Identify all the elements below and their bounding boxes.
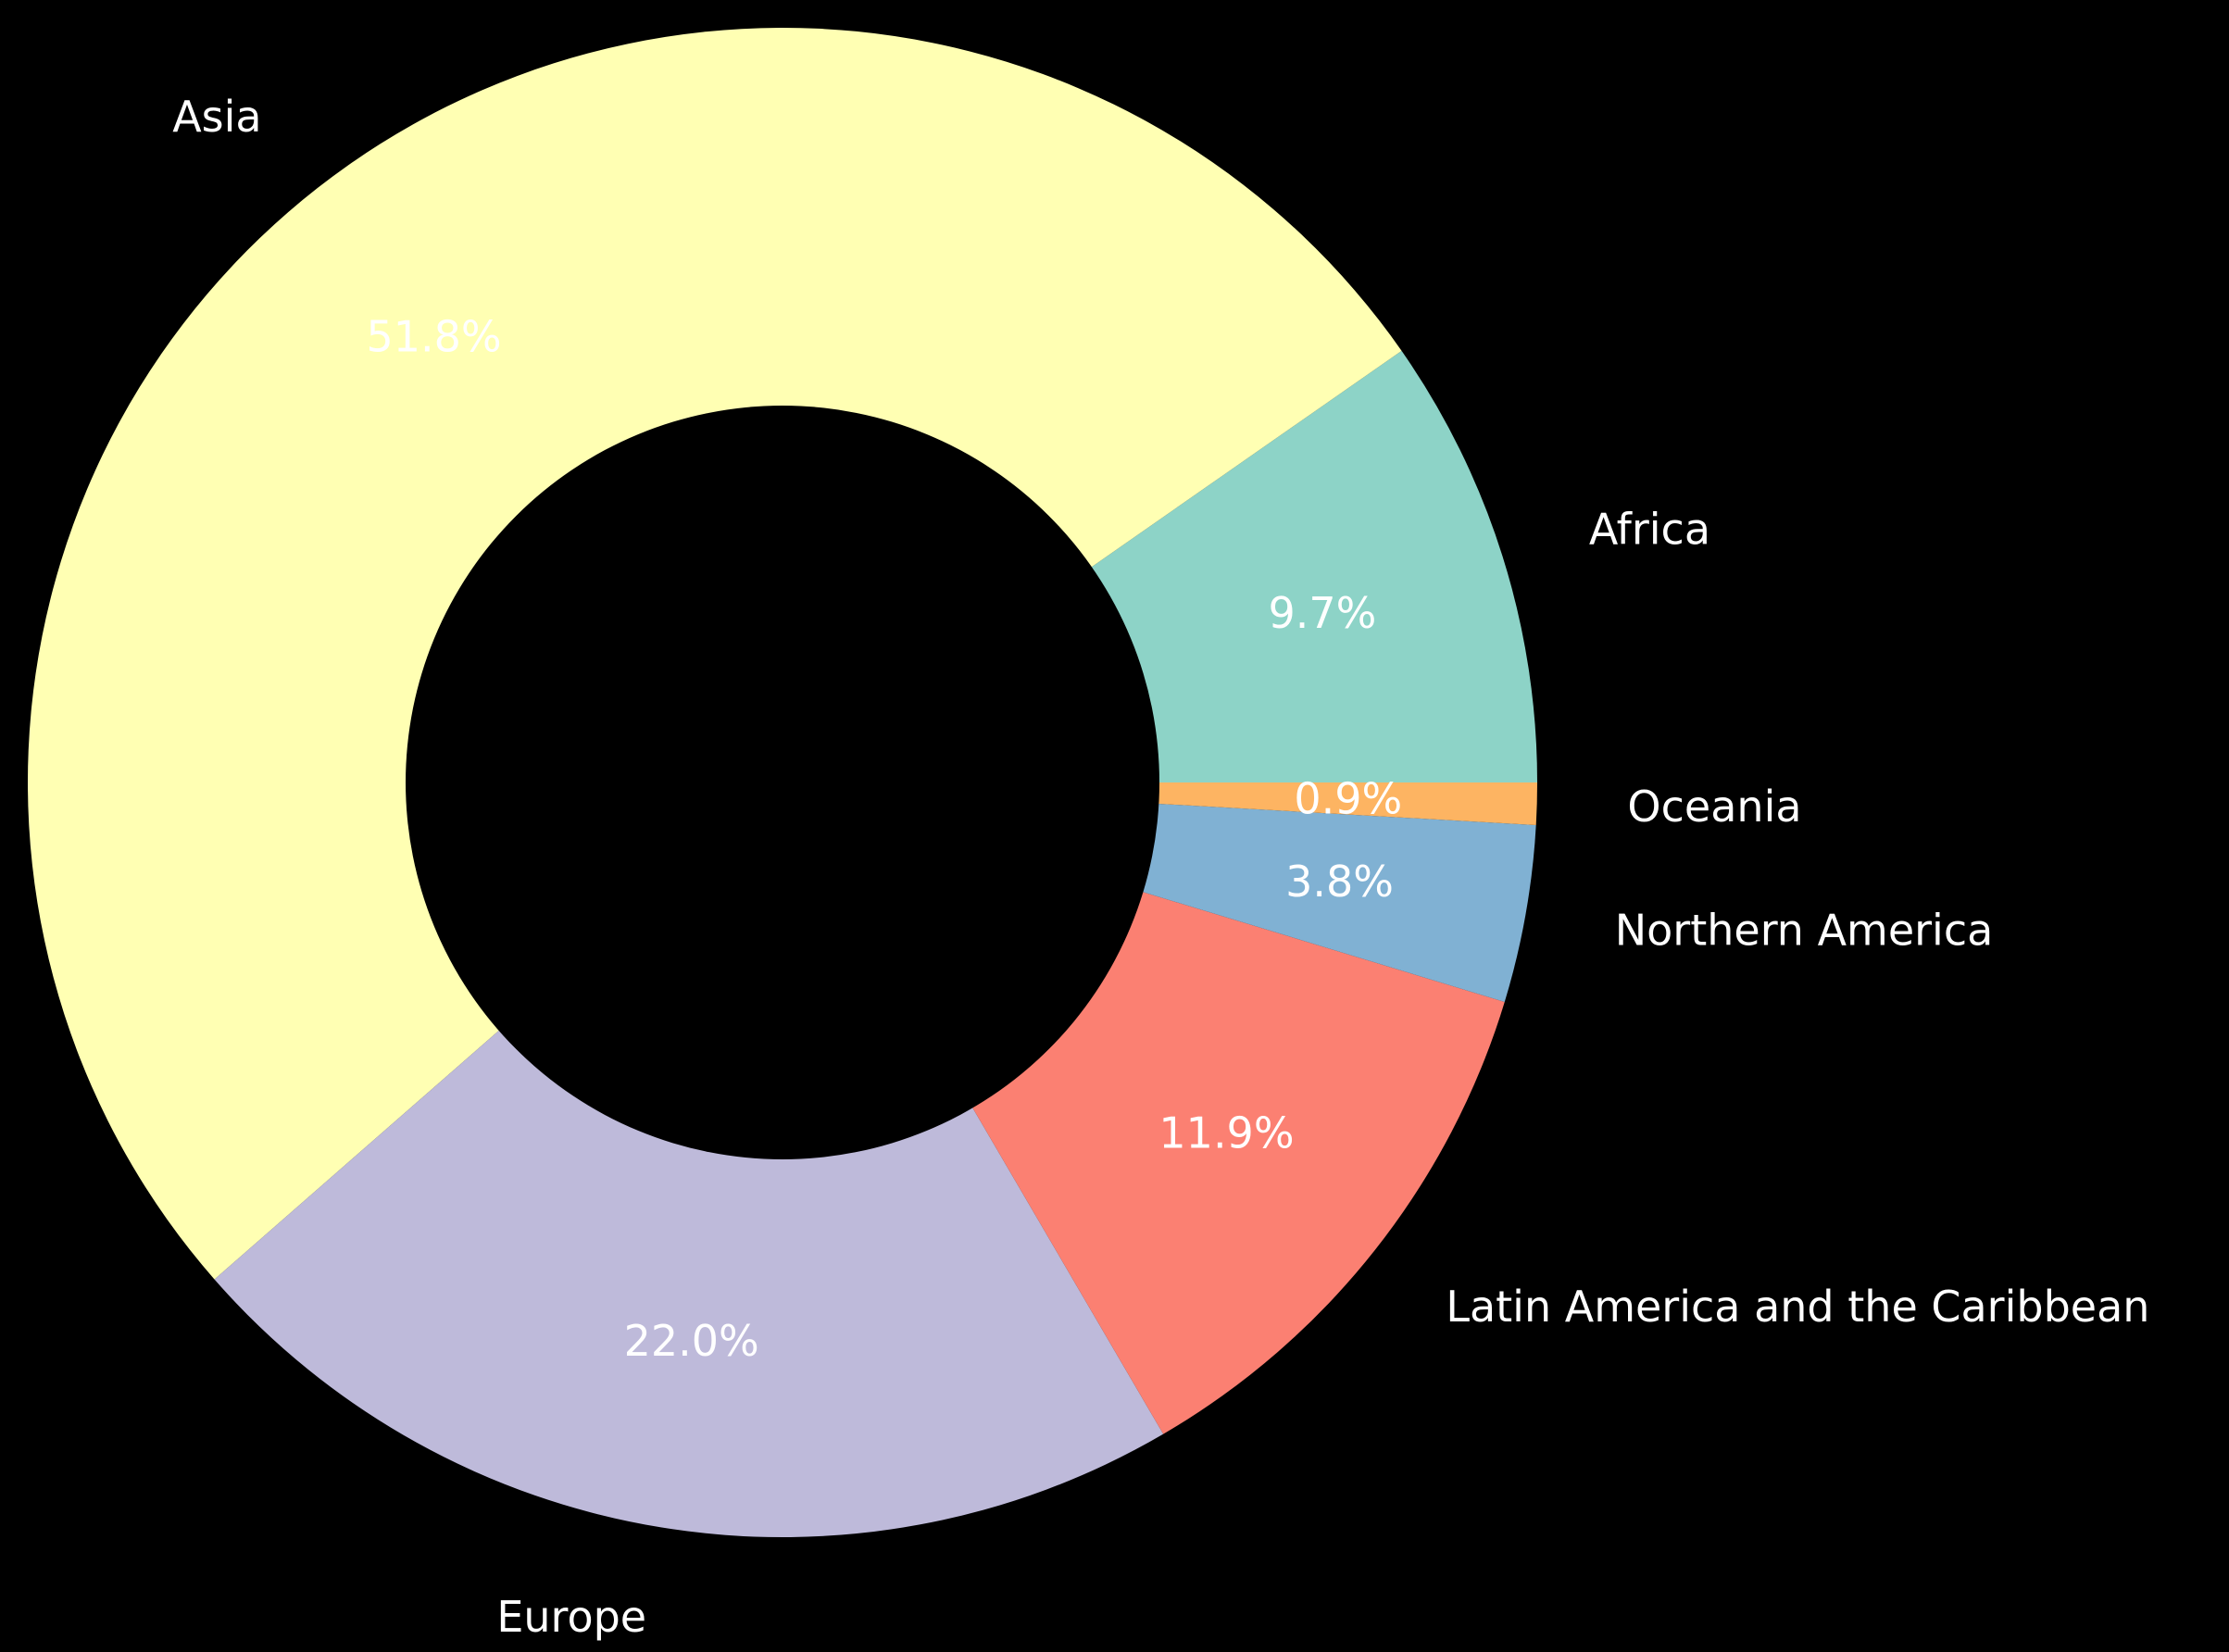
pct-label-asia: 51.8% [366, 312, 501, 362]
category-label-northern-america: Northern America [1615, 906, 1994, 956]
pct-label-africa: 9.7% [1268, 588, 1376, 638]
labels-layer: 9.7% Africa 51.8% Asia 22.0% Europe 11.9% Latin… [172, 92, 2149, 1642]
category-label-oceania: Oceania [1627, 782, 1801, 832]
pct-label-europe: 22.0% [624, 1316, 759, 1366]
slice-europe [214, 782, 1164, 1538]
donut-hole [406, 406, 1159, 1159]
category-label-europe: Europe [496, 1592, 646, 1642]
pct-label-northern-america: 3.8% [1285, 857, 1394, 907]
pct-label-latin-america-and-the-caribbean: 11.9% [1158, 1108, 1294, 1158]
pct-label-oceania: 0.9% [1294, 773, 1402, 823]
category-label-latin-america-and-the-caribbean: Latin America and the Caribbean [1446, 1282, 2149, 1332]
category-label-africa: Africa [1589, 504, 1710, 554]
category-label-asia: Asia [172, 92, 261, 142]
